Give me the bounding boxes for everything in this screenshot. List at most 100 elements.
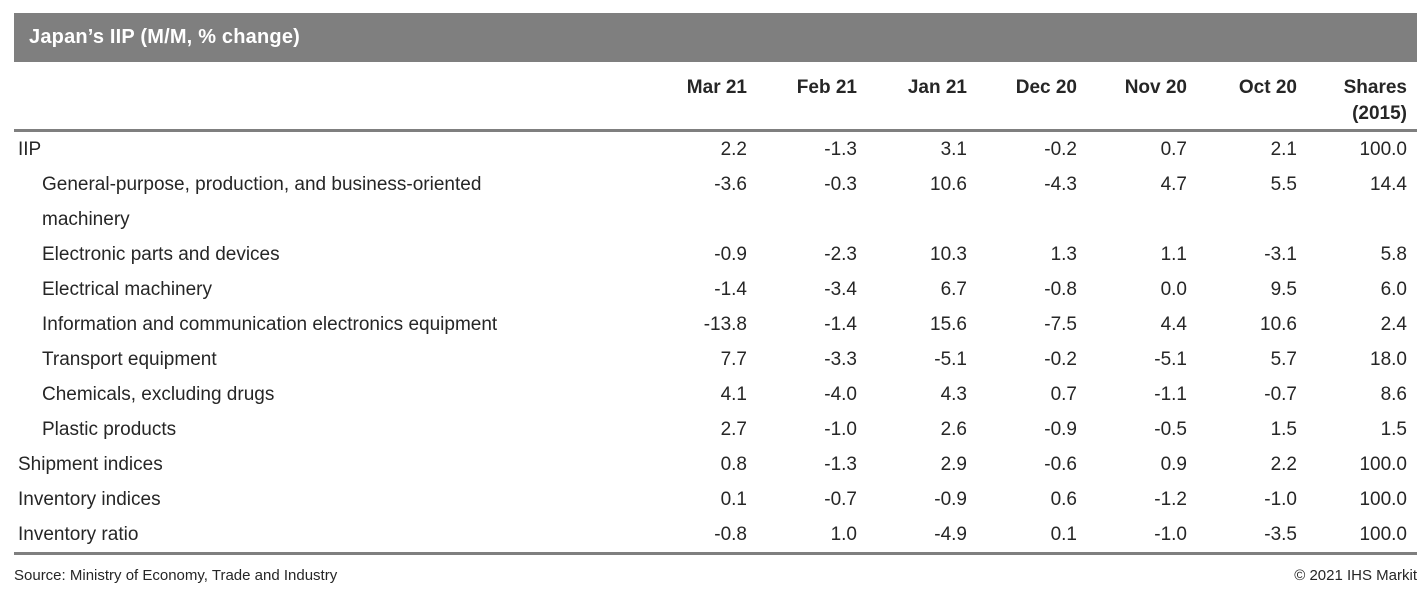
row-label-text: General-purpose, production, and busines… [42, 174, 482, 230]
row-label: Plastic products [14, 412, 637, 447]
cell-value: 100.0 [1359, 489, 1407, 510]
copyright-note: © 2021 IHS Markit [1294, 567, 1417, 584]
cell-value: 4.3 [940, 384, 967, 405]
row-label-text: Chemicals, excluding drugs [42, 384, 275, 405]
column-header-label: Shares [1343, 77, 1407, 98]
header-row: Mar 21 Feb 21 Jan 21 Dec 20 Nov 20 Oct 20 Shar… [14, 62, 1417, 132]
cell-value: -0.2 [1044, 139, 1077, 160]
cell-value: -0.8 [1044, 279, 1077, 300]
cell-value: 4.7 [1160, 174, 1187, 195]
footer: Source: Ministry of Economy, Trade and I… [14, 567, 1417, 584]
row-label-text: Electrical machinery [42, 279, 212, 300]
cell-value: -5.1 [1154, 349, 1187, 370]
row-label: Information and communication electronic… [14, 307, 637, 342]
cell-value: -0.3 [824, 174, 857, 195]
cell-value: -1.3 [824, 454, 857, 475]
table-row: Plastic products 2.7 -1.0 2.6 -0.9 -0.5 1.5 1.5 [14, 412, 1417, 447]
cell-value: 3.1 [940, 139, 967, 160]
cell-value: 18.0 [1370, 349, 1407, 370]
column-header: Shares (2015) [1297, 62, 1417, 132]
cell-value: 1.5 [1270, 419, 1297, 440]
table-row: Transport equipment 7.7 -3.3 -5.1 -0.2 -5.1 5.… [14, 342, 1417, 377]
table-body: IIP 2.2 -1.3 3.1 -0.2 0.7 2.1 100.0 General-purp… [14, 131, 1417, 554]
cell-value: 1.0 [830, 524, 857, 545]
cell-value: -1.0 [1264, 489, 1297, 510]
cell-value: -1.0 [824, 419, 857, 440]
cell-value: 2.1 [1270, 139, 1297, 160]
cell-value: 5.7 [1270, 349, 1297, 370]
cell-value: -3.6 [714, 174, 747, 195]
cell-value: -0.5 [1154, 419, 1187, 440]
row-label-text: Inventory ratio [18, 524, 139, 545]
row-label: Inventory ratio [14, 517, 637, 554]
column-header: Feb 21 [747, 62, 857, 132]
cell-value: 0.8 [720, 454, 747, 475]
cell-value: 2.2 [720, 139, 747, 160]
cell-value: 8.6 [1380, 384, 1407, 405]
cell-value: -0.7 [824, 489, 857, 510]
cell-value: 0.9 [1160, 454, 1187, 475]
table-row: Inventory ratio -0.8 1.0 -4.9 0.1 -1.0 -3.5 100… [14, 517, 1417, 554]
table-row: Electronic parts and devices -0.9 -2.3 10.3… [14, 237, 1417, 272]
cell-value: -0.7 [1264, 384, 1297, 405]
cell-value: -4.3 [1044, 174, 1077, 195]
cell-value: -1.4 [714, 279, 747, 300]
cell-value: -5.1 [934, 349, 967, 370]
table-row: Inventory indices 0.1 -0.7 -0.9 0.6 -1.2 -1.0 1… [14, 482, 1417, 517]
cell-value: -0.8 [714, 524, 747, 545]
cell-value: 0.6 [1050, 489, 1077, 510]
table-title-bar: Japan’s IIP (M/M, % change) [14, 13, 1417, 62]
cell-value: -3.4 [824, 279, 857, 300]
row-label: Electronic parts and devices [14, 237, 637, 272]
cell-value: -7.5 [1044, 314, 1077, 335]
cell-value: 4.1 [720, 384, 747, 405]
table-title: Japan’s IIP (M/M, % change) [29, 26, 301, 48]
column-header: Oct 20 [1187, 62, 1297, 132]
table-row: Chemicals, excluding drugs 4.1 -4.0 4.3 0.7 -… [14, 377, 1417, 412]
cell-value: 0.0 [1160, 279, 1187, 300]
row-label-text: Inventory indices [18, 489, 161, 510]
column-header-label: Oct 20 [1238, 77, 1297, 98]
cell-value: -3.3 [824, 349, 857, 370]
cell-value: 5.5 [1270, 174, 1297, 195]
table-row: General-purpose, production, and busines… [14, 167, 1417, 237]
table-header: Mar 21 Feb 21 Jan 21 Dec 20 Nov 20 Oct 20 Shar… [14, 62, 1417, 132]
cell-value: 100.0 [1359, 139, 1407, 160]
cell-value: -3.5 [1264, 524, 1297, 545]
row-label-text: Transport equipment [42, 349, 217, 370]
cell-value: 2.4 [1380, 314, 1407, 335]
cell-value: -2.3 [824, 244, 857, 265]
row-label: General-purpose, production, and busines… [14, 167, 637, 237]
row-label: Chemicals, excluding drugs [14, 377, 637, 412]
cell-value: 10.6 [930, 174, 967, 195]
cell-value: 100.0 [1359, 454, 1407, 475]
table-row: Electrical machinery -1.4 -3.4 6.7 -0.8 0.0 9.… [14, 272, 1417, 307]
cell-value: 9.5 [1270, 279, 1297, 300]
cell-value: -1.2 [1154, 489, 1187, 510]
cell-value: 0.1 [1050, 524, 1077, 545]
table-row: Shipment indices 0.8 -1.3 2.9 -0.6 0.9 2.2 100.… [14, 447, 1417, 482]
row-label: Transport equipment [14, 342, 637, 377]
cell-value: 1.1 [1160, 244, 1187, 265]
cell-value: 0.7 [1160, 139, 1187, 160]
column-header-label: Jan 21 [907, 77, 967, 98]
column-header: Dec 20 [967, 62, 1077, 132]
column-header: Mar 21 [637, 62, 747, 132]
cell-value: 15.6 [930, 314, 967, 335]
row-label-text: Information and communication electronic… [42, 314, 498, 335]
cell-value: -1.4 [824, 314, 857, 335]
cell-value: -0.6 [1044, 454, 1077, 475]
cell-value: 1.5 [1380, 419, 1407, 440]
cell-value: -0.2 [1044, 349, 1077, 370]
cell-value: 2.9 [940, 454, 967, 475]
cell-value: 7.7 [720, 349, 747, 370]
cell-value: 5.8 [1380, 244, 1407, 265]
cell-value: -0.9 [934, 489, 967, 510]
cell-value: 0.7 [1050, 384, 1077, 405]
cell-value: -4.0 [824, 384, 857, 405]
cell-value: -1.3 [824, 139, 857, 160]
row-label-text: IIP [18, 139, 42, 160]
cell-value: 2.7 [720, 419, 747, 440]
cell-value: 10.3 [930, 244, 967, 265]
column-header-label: Feb 21 [796, 77, 857, 98]
